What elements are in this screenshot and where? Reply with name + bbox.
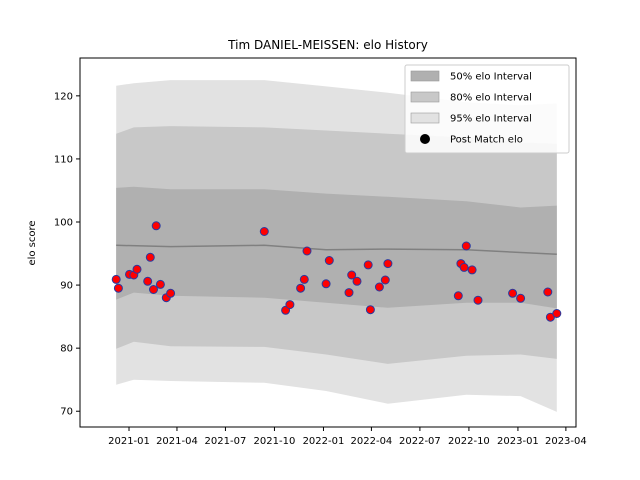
data-point (285, 300, 295, 310)
data-point (155, 279, 165, 289)
data-point (363, 260, 373, 270)
data-point (459, 262, 469, 272)
post-match-points (111, 221, 562, 322)
x-tick-label: 2023-04 (545, 436, 587, 447)
y-tick-label: 100 (54, 218, 73, 229)
data-point (259, 227, 269, 236)
data-point (132, 264, 142, 274)
x-tick-label: 2021-10 (254, 436, 296, 447)
legend-label: Post Match elo (450, 135, 523, 146)
y-tick-label: 70 (60, 407, 73, 418)
data-point (321, 279, 331, 289)
legend: 50% elo Interval 80% elo Interval 95% elo … (404, 64, 570, 154)
data-point (166, 288, 176, 298)
data-point (543, 287, 553, 297)
legend-swatch (410, 112, 440, 124)
data-point (145, 252, 155, 262)
legend-box (404, 64, 570, 154)
data-point (151, 221, 161, 231)
axes: 70 80 90 100 110 120 2021-01 2021-04 2021-07 2021… (54, 57, 587, 447)
legend-swatch (410, 91, 440, 103)
chart-title: Tim DANIEL-MEISSEN: elo History (227, 38, 428, 52)
data-point (552, 309, 562, 318)
band-50-interval (116, 186, 557, 309)
data-point (149, 285, 158, 294)
x-tick-label: 2021-07 (205, 436, 247, 447)
plot-frame (79, 57, 577, 428)
y-axis-label: elo score (27, 220, 38, 265)
data-point (380, 275, 390, 285)
x-tick-label: 2022-07 (399, 436, 441, 447)
data-point (111, 274, 121, 284)
data-point (302, 246, 312, 256)
data-point (461, 241, 471, 251)
data-point (516, 293, 526, 303)
y-tick-label: 120 (54, 91, 73, 102)
x-tick-label: 2022-10 (448, 436, 490, 447)
y-tick-label: 90 (60, 281, 73, 292)
data-point (344, 288, 354, 298)
data-point (473, 295, 483, 305)
legend-label: 80% elo Interval (450, 93, 532, 104)
x-tick-label: 2021-01 (108, 436, 150, 447)
data-point (299, 274, 309, 284)
data-point (296, 283, 306, 293)
legend-marker (420, 134, 430, 144)
legend-swatch (410, 70, 440, 82)
data-point (324, 256, 334, 265)
data-point (383, 259, 393, 269)
data-point (143, 276, 153, 286)
interval-bands (116, 80, 557, 412)
data-point (347, 270, 357, 280)
x-tick-label: 2023-01 (497, 436, 539, 447)
data-point (352, 276, 362, 286)
data-point (467, 265, 477, 275)
legend-label: 95% elo Interval (450, 114, 532, 125)
x-tick-label: 2022-01 (303, 436, 345, 447)
data-point (508, 288, 518, 298)
data-point (365, 305, 375, 315)
data-point (374, 282, 384, 292)
x-tick-label: 2022-04 (351, 436, 393, 447)
y-tick-label: 80 (60, 344, 73, 355)
y-tick-label: 110 (54, 154, 73, 165)
legend-label: 50% elo Interval (450, 72, 532, 83)
x-tick-label: 2021-04 (156, 436, 198, 447)
data-point (453, 291, 463, 301)
data-point (113, 283, 123, 293)
